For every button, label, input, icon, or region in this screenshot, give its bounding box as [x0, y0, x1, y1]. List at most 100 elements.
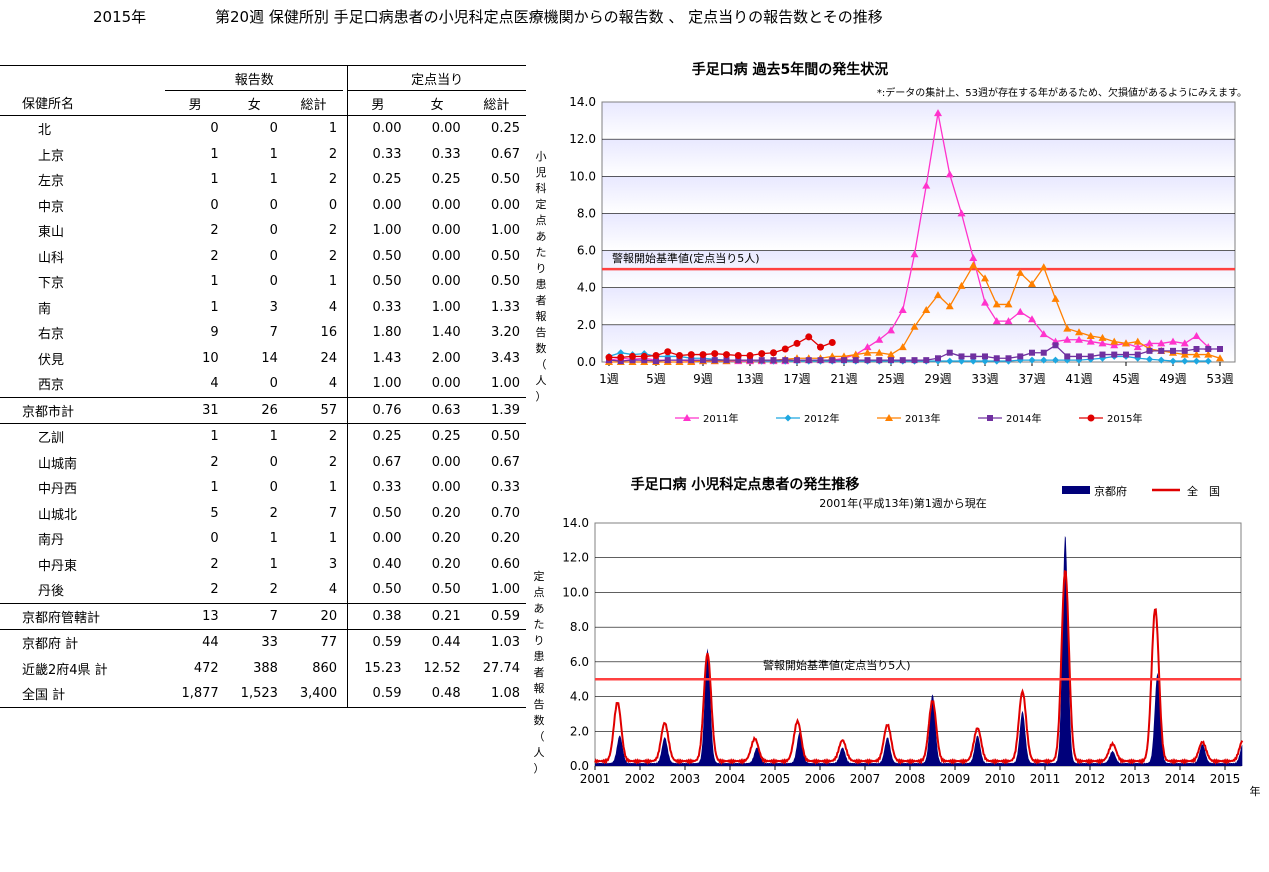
cell-female: 0: [269, 454, 278, 470]
ylabel-char: 報: [536, 310, 547, 323]
data-point: [699, 351, 707, 359]
data-point: [1063, 324, 1072, 332]
cell-total: 2: [328, 172, 338, 188]
data-point: [1133, 337, 1142, 345]
data-point: [1004, 317, 1013, 325]
data-point: [617, 358, 624, 365]
cell-name: 山城北: [38, 507, 78, 523]
x-tick-label: 49週: [1159, 372, 1186, 386]
data-point: [1039, 330, 1048, 338]
cell-total: 1: [328, 480, 338, 496]
data-point: [1169, 337, 1177, 345]
col-header-per-total: 総計: [483, 97, 510, 113]
table-header-columns: 保健所名 男 女 総計 男 女 総計: [0, 90, 526, 116]
legend-label-kyoto: 京都府: [1094, 484, 1127, 498]
data-point: [1145, 339, 1154, 347]
data-point: [1133, 343, 1142, 351]
y-tick-label: 12.0: [569, 132, 596, 146]
cell-name: 京都市計: [22, 404, 75, 420]
ylabel-char: 患: [534, 650, 545, 663]
data-point: [957, 209, 966, 217]
data-point: [817, 357, 824, 364]
cell-per-female: 0.00: [431, 274, 461, 290]
y-tick-label: 4.0: [577, 281, 596, 295]
ylabel-char: 数: [534, 714, 545, 727]
data-point: [969, 261, 978, 269]
data-point: [981, 298, 989, 306]
cell-per-total: 0.33: [491, 480, 520, 496]
data-point: [652, 352, 660, 359]
cell-name: 中京: [38, 199, 65, 215]
cell-name: 近畿2府4県 計: [22, 662, 108, 678]
cell-male: 0: [210, 531, 219, 547]
chart-5-year: 手足口病 過去5年間の発生状況 *:データの集計上、53週が存在する年があるため、…: [536, 61, 1248, 425]
cell-total: 3: [328, 556, 338, 572]
table-row: 北 0 0 1 0.00 0.00 0.25: [0, 115, 526, 142]
cell-male: 2: [210, 223, 219, 239]
cell-per-total: 1.00: [491, 223, 520, 239]
cell-per-total: 0.67: [491, 454, 520, 470]
cell-per-total: 1.00: [491, 376, 520, 392]
cell-total: 2: [328, 454, 338, 470]
table-header-group: 報告数 定点当り: [0, 65, 526, 91]
data-point: [899, 357, 906, 364]
x-axis-label: 年: [1250, 784, 1261, 798]
cell-per-total: 0.59: [491, 608, 520, 624]
data-point: [970, 353, 977, 360]
data-point: [957, 281, 966, 289]
data-point: [1110, 337, 1119, 345]
y-tick-label: 14.0: [562, 516, 589, 530]
data-point: [1028, 280, 1036, 287]
legend-swatch-kyoto: [1062, 486, 1090, 494]
x-tick-label: 25週: [877, 372, 904, 386]
data-point: [1204, 350, 1213, 358]
cell-per-total: 0.60: [491, 556, 520, 572]
plot-band: [602, 102, 1235, 140]
x-tick-label: 2005: [760, 772, 791, 786]
ylabel-char: ）: [536, 390, 547, 403]
cell-per-total: 0.50: [491, 274, 520, 290]
cell-per-male: 0.33: [372, 480, 402, 496]
cell-name: 南: [38, 301, 52, 317]
data-point: [653, 358, 659, 365]
data-point: [969, 254, 978, 261]
data-point: [676, 352, 683, 359]
data-point: [1170, 347, 1176, 354]
data-point: [1192, 332, 1201, 339]
data-point: [746, 352, 754, 359]
cell-per-female: 0.21: [431, 608, 461, 624]
cell-female: 0: [269, 121, 278, 137]
cell-male: 1: [210, 429, 219, 445]
data-point: [1193, 346, 1200, 352]
cell-per-female: 0.63: [431, 402, 461, 418]
cell-per-total: 1.08: [491, 686, 520, 702]
ylabel-char: 児: [536, 166, 547, 179]
plot-band: [602, 139, 1235, 177]
cell-per-female: 0.00: [431, 248, 461, 264]
cell-total: 1: [328, 531, 338, 547]
table-row: 京都府 計 44 33 77 0.59 0.44 1.03: [0, 629, 526, 656]
data-point: [1098, 333, 1107, 341]
data-point: [781, 345, 789, 353]
x-tick-label: 21週: [830, 372, 857, 386]
data-point: [1180, 350, 1189, 358]
cell-total: 57: [320, 402, 338, 418]
data-point: [875, 335, 884, 343]
x-tick-label: 53週: [1206, 372, 1233, 386]
ylabel-char: 人: [536, 374, 547, 387]
cell-per-female: 0.00: [431, 454, 461, 470]
cell-per-male: 15.23: [364, 660, 402, 676]
cell-name: 中丹東: [38, 558, 78, 574]
data-point: [1110, 341, 1119, 349]
chart-trend: 手足口病 小児科定点患者の発生推移 2001年(平成13年)第1週から現在 京都府 全…: [534, 476, 1261, 798]
data-point: [898, 306, 907, 313]
x-tick-label: 13週: [736, 372, 763, 386]
ylabel-char: 報: [534, 682, 545, 695]
ylabel-char: 患: [536, 278, 547, 291]
x-tick-label: 2013: [1120, 772, 1151, 786]
y-tick-label: 10.0: [569, 169, 596, 183]
ylabel-char: 定: [536, 197, 547, 211]
series-line: [608, 352, 1209, 362]
cell-per-female: 0.25: [431, 429, 461, 445]
table-row: 全国 計 1,877 1,523 3,400 0.59 0.48 1.08: [0, 681, 526, 707]
